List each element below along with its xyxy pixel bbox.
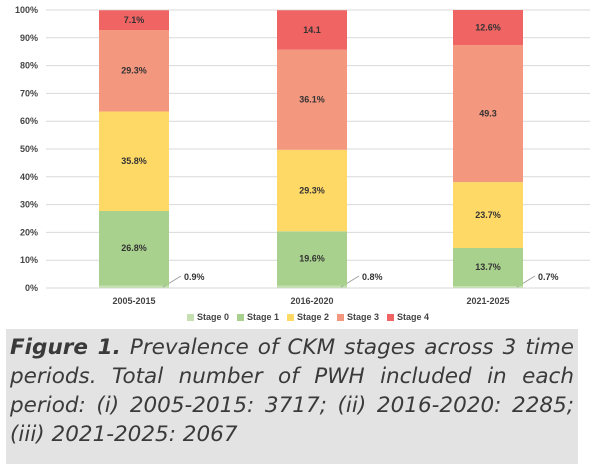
data-label: 19.6% bbox=[299, 254, 325, 264]
legend-label: Stage 0 bbox=[196, 312, 229, 322]
bar-segment bbox=[453, 45, 523, 183]
legend-swatch bbox=[236, 314, 244, 322]
data-label: 29.3% bbox=[121, 66, 147, 76]
y-tick-label: 100% bbox=[15, 5, 38, 15]
figure-caption: Figure 1. Prevalence of CKM stages acros… bbox=[6, 329, 578, 464]
bar-segment bbox=[277, 285, 347, 288]
legend-label: Stage 2 bbox=[296, 312, 329, 322]
y-tick-label: 0% bbox=[25, 283, 38, 293]
data-label: 29.3% bbox=[299, 186, 325, 196]
bar-segment bbox=[277, 10, 347, 50]
x-tick-label: 2005-2015 bbox=[112, 296, 155, 306]
y-tick-label: 80% bbox=[20, 61, 38, 71]
y-tick-label: 70% bbox=[20, 88, 38, 98]
data-label: 36.1% bbox=[299, 95, 325, 105]
bar-segment bbox=[277, 149, 347, 232]
bar-segment bbox=[453, 247, 523, 287]
data-label: 14.1 bbox=[303, 25, 321, 35]
data-label: 0.7% bbox=[538, 272, 559, 282]
legend-item: Stage 4 bbox=[387, 312, 429, 322]
data-label: 35.8% bbox=[121, 156, 147, 166]
data-label: 49.3 bbox=[479, 109, 497, 119]
bar-segment bbox=[277, 49, 347, 150]
legend-swatch bbox=[387, 314, 395, 322]
y-tick-label: 90% bbox=[20, 33, 38, 43]
legend-swatch bbox=[286, 314, 294, 322]
legend-item: Stage 2 bbox=[286, 312, 329, 322]
data-label: 7.1% bbox=[124, 15, 145, 25]
bar-segment bbox=[99, 111, 169, 211]
caption-label: Figure 1. bbox=[10, 335, 121, 360]
y-tick-label: 50% bbox=[20, 144, 38, 154]
bar-segment bbox=[453, 286, 523, 288]
data-label: 0.8% bbox=[362, 272, 383, 282]
legend-label: Stage 4 bbox=[397, 312, 430, 322]
stacked-bar-chart: 0% 10% 20% 30% 40% 50% 60% 70% 80% 90% 100% 0.9% 26.… bbox=[15, 5, 590, 306]
bar-segment bbox=[99, 10, 169, 31]
y-tick-label: 30% bbox=[20, 200, 38, 210]
legend-swatch bbox=[186, 314, 194, 322]
data-label: 12.6% bbox=[475, 23, 501, 33]
bar-segment bbox=[277, 231, 347, 286]
data-label: 26.8% bbox=[121, 243, 147, 253]
y-tick-label: 60% bbox=[20, 116, 38, 126]
y-tick-label: 10% bbox=[20, 255, 38, 265]
y-tick-label: 20% bbox=[20, 227, 38, 237]
legend-label: Stage 3 bbox=[347, 312, 380, 322]
data-label: 23.7% bbox=[475, 210, 501, 220]
chart-legend: Stage 0 Stage 1 Stage 2 Stage 3 Stage 4 bbox=[0, 312, 616, 322]
legend-swatch bbox=[337, 314, 344, 322]
bar-segment bbox=[453, 182, 523, 248]
bar-segment bbox=[99, 30, 169, 112]
caption-text: Prevalence of CKM stages across 3 time p… bbox=[10, 335, 574, 447]
data-label: 13.7% bbox=[475, 262, 501, 272]
x-tick-label: 2021-2025 bbox=[466, 296, 509, 306]
bar-segment bbox=[99, 285, 169, 288]
legend-label: Stage 1 bbox=[246, 312, 279, 322]
x-tick-label: 2016-2020 bbox=[290, 296, 333, 306]
bar-segment bbox=[453, 10, 523, 46]
data-label: 0.9% bbox=[184, 272, 205, 282]
legend-item: Stage 3 bbox=[337, 312, 379, 322]
legend-item: Stage 0 bbox=[186, 312, 229, 322]
y-tick-label: 40% bbox=[20, 172, 38, 182]
legend-item: Stage 1 bbox=[236, 312, 279, 322]
bar-segment bbox=[99, 210, 169, 286]
